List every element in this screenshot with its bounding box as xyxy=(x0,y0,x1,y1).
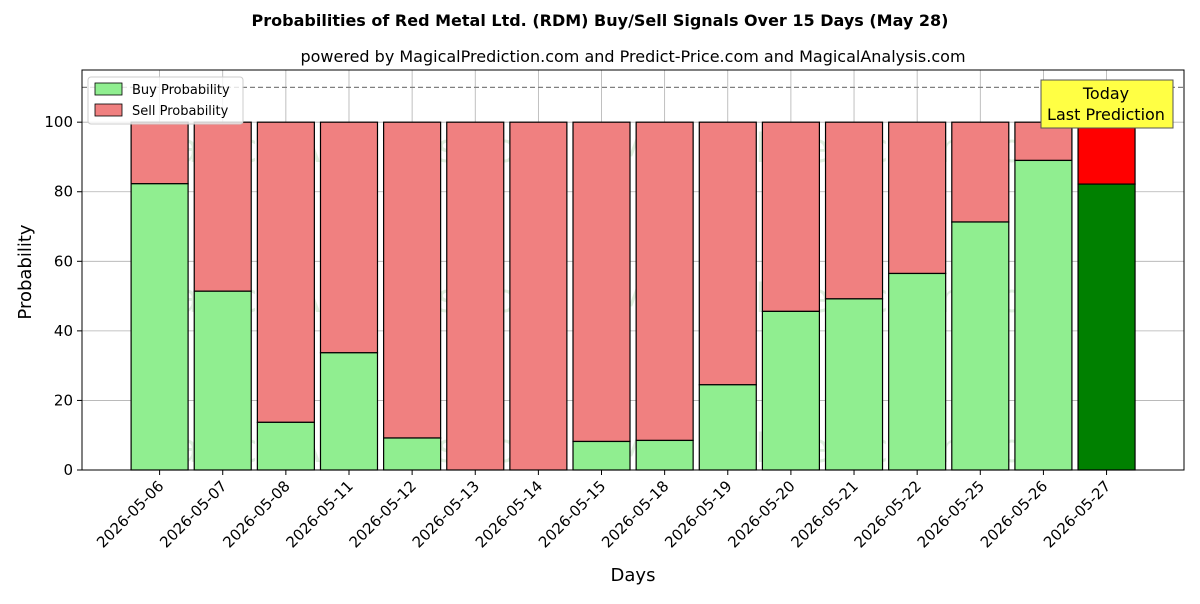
annotation-line1: Today xyxy=(1082,84,1129,103)
legend-swatch-buy xyxy=(94,82,123,96)
bar-sell xyxy=(130,121,189,185)
bar-buy xyxy=(635,439,694,471)
bar-sell xyxy=(383,121,442,439)
x-tick-label: 2026-05-22 xyxy=(851,477,925,551)
y-tick-label: 100 xyxy=(44,113,73,131)
x-tick-label: 2026-05-08 xyxy=(219,477,293,551)
bar-sell xyxy=(509,121,568,471)
y-tick-label: 20 xyxy=(54,391,73,409)
x-tick-label: 2026-05-15 xyxy=(535,477,609,551)
chart-title: Probabilities of Red Metal Ltd. (RDM) Bu… xyxy=(252,11,949,30)
legend-label-buy: Buy Probability xyxy=(132,83,230,98)
bar-sell xyxy=(888,121,947,275)
legend-swatch-sell xyxy=(94,103,123,117)
bar-buy xyxy=(572,440,631,471)
bars-layer xyxy=(130,121,1136,471)
bar-buy xyxy=(193,290,252,471)
x-tick-label: 2026-05-14 xyxy=(472,477,546,551)
x-tick-label: 2026-05-21 xyxy=(787,477,861,551)
today-annotation: Today Last Prediction xyxy=(1040,79,1174,129)
bar-buy xyxy=(383,437,442,471)
y-tick-label: 40 xyxy=(54,322,73,340)
bar-sell xyxy=(951,121,1010,223)
x-tick-label: 2026-05-27 xyxy=(1040,477,1114,551)
y-axis-label: Probability xyxy=(15,224,36,319)
bar-sell xyxy=(256,121,315,423)
x-axis-label: Days xyxy=(611,565,656,586)
bar-sell xyxy=(1077,121,1136,185)
bar-buy xyxy=(130,183,189,471)
bar-buy xyxy=(319,352,379,471)
x-tick-label: 2026-05-20 xyxy=(724,477,798,551)
y-tick-label: 60 xyxy=(54,252,73,270)
bar-sell xyxy=(446,121,505,471)
x-tick-label: 2026-05-18 xyxy=(598,477,672,551)
annotation-box xyxy=(1040,79,1174,129)
y-tick-label: 0 xyxy=(63,461,73,479)
x-tick-label: 2026-05-13 xyxy=(409,477,483,551)
annotation-line2: Last Prediction xyxy=(1047,105,1165,124)
bar-buy xyxy=(1014,159,1073,471)
bar-buy xyxy=(888,272,947,471)
bar-buy xyxy=(761,310,821,471)
bar-buy xyxy=(824,298,884,471)
legend: Buy Probability Sell Probability xyxy=(87,76,244,125)
x-tick-label: 2026-05-06 xyxy=(93,477,167,551)
bar-buy xyxy=(1077,183,1136,471)
x-tick-label: 2026-05-11 xyxy=(282,477,356,551)
x-tick-label: 2026-05-07 xyxy=(156,477,230,551)
legend-frame xyxy=(87,76,244,125)
x-tick-label: 2026-05-25 xyxy=(914,477,988,551)
bar-buy xyxy=(698,384,757,471)
chart-subtitle: powered by MagicalPrediction.com and Pre… xyxy=(300,47,965,66)
x-tick-label: 2026-05-12 xyxy=(346,477,420,551)
bar-sell xyxy=(193,121,252,292)
bar-sell xyxy=(572,121,631,443)
bar-sell xyxy=(761,121,821,312)
bar-sell xyxy=(698,121,757,386)
bar-buy xyxy=(951,221,1010,471)
y-tick-label: 80 xyxy=(54,183,73,201)
bar-sell xyxy=(319,121,379,354)
bar-sell xyxy=(824,121,884,300)
x-tick-label: 2026-05-26 xyxy=(977,477,1051,551)
bar-sell xyxy=(635,121,694,442)
x-tick-label: 2026-05-19 xyxy=(661,477,735,551)
legend-label-sell: Sell Probability xyxy=(132,104,229,119)
plot-frame xyxy=(81,69,1185,471)
bar-buy xyxy=(256,421,315,471)
